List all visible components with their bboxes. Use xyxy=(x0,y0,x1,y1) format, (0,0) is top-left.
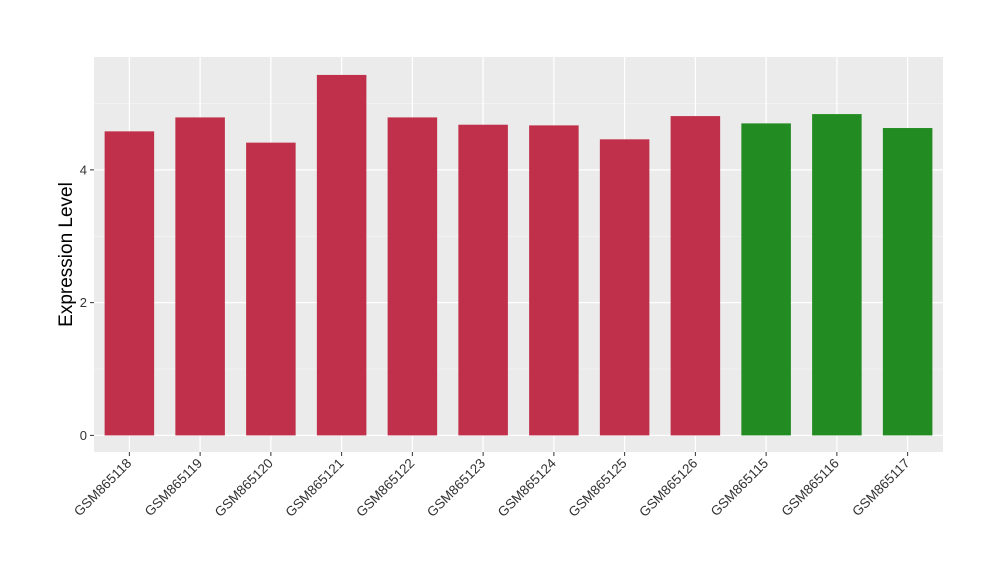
y-tick-label: 4 xyxy=(80,162,87,177)
plot-panel xyxy=(94,57,943,452)
x-tick-label: GSM865125 xyxy=(566,456,630,520)
bar-GSM865123 xyxy=(458,124,508,436)
bar-GSM865122 xyxy=(387,117,438,436)
bar-GSM865124 xyxy=(529,125,579,436)
bar-GSM865117 xyxy=(882,128,933,436)
y-tick-label: 0 xyxy=(80,428,87,443)
bar-GSM865126 xyxy=(670,116,721,436)
y-tick-labels: 0 2 4 xyxy=(80,162,87,443)
bar-GSM865121 xyxy=(316,74,367,436)
y-tick-label: 2 xyxy=(80,295,87,310)
x-tick-label: GSM865115 xyxy=(708,456,772,520)
x-tick-label: GSM865116 xyxy=(778,456,842,520)
x-tick-labels: GSM865118 GSM865119 GSM865120 GSM865121 GSM8… xyxy=(71,455,913,520)
x-tick-label: GSM865123 xyxy=(424,456,488,520)
x-tick-label: GSM865120 xyxy=(212,456,276,520)
bar-GSM865119 xyxy=(175,117,225,436)
x-tick-label: GSM865124 xyxy=(495,455,560,520)
bar-GSM865125 xyxy=(599,139,650,436)
bar-GSM865116 xyxy=(812,114,862,436)
bars xyxy=(104,74,933,436)
x-tick-label: GSM865126 xyxy=(636,456,700,520)
x-tick-label: GSM865119 xyxy=(142,456,206,520)
axis-ticks xyxy=(90,169,909,456)
x-tick-label: GSM865122 xyxy=(353,456,417,520)
y-axis-title: Expression Level xyxy=(56,182,77,327)
x-tick-label: GSM865118 xyxy=(71,456,135,520)
bar-GSM865118 xyxy=(104,131,155,436)
bar-GSM865115 xyxy=(741,123,791,436)
x-tick-label: GSM865121 xyxy=(283,456,347,520)
bar-GSM865120 xyxy=(246,142,296,436)
x-tick-label: GSM865117 xyxy=(849,456,913,520)
